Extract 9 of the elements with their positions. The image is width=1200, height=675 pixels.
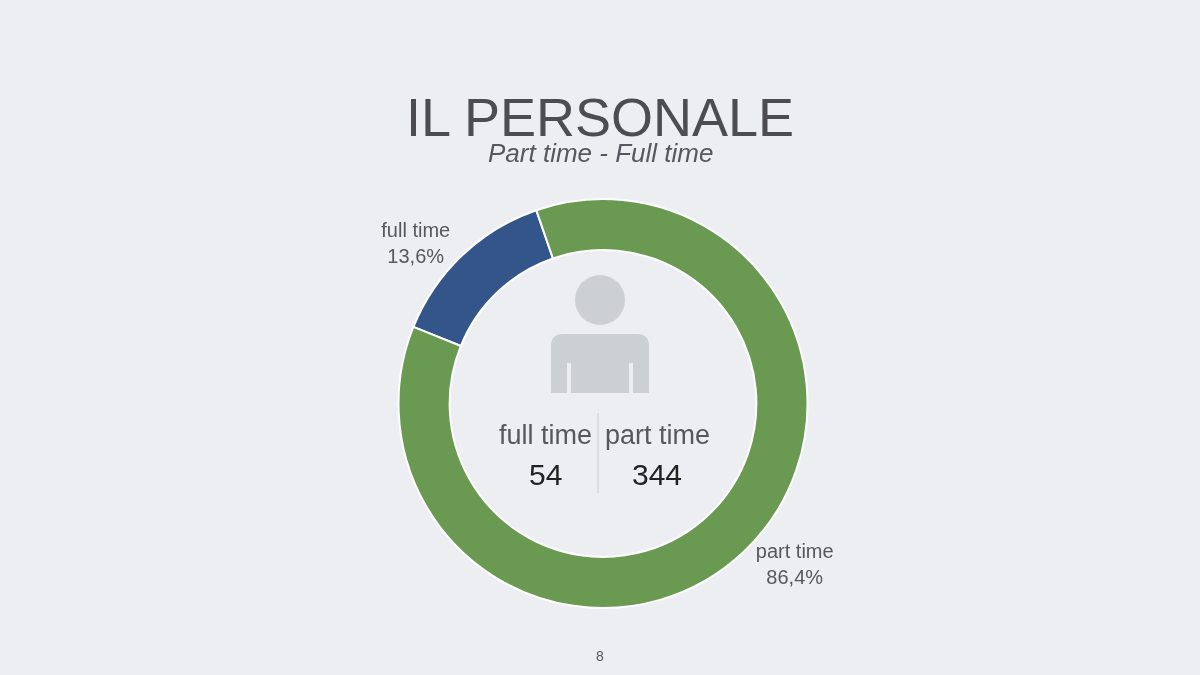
slice-label: part time [755, 540, 834, 563]
text: 8 [596, 648, 604, 664]
text: full time [499, 420, 593, 450]
text: 344 [632, 458, 683, 491]
data-label: 13,6% [387, 244, 445, 267]
text: 54 [529, 458, 563, 491]
text: part time [605, 420, 711, 450]
data-label: 86,4% [766, 566, 824, 589]
slice-label: full time [381, 218, 451, 241]
